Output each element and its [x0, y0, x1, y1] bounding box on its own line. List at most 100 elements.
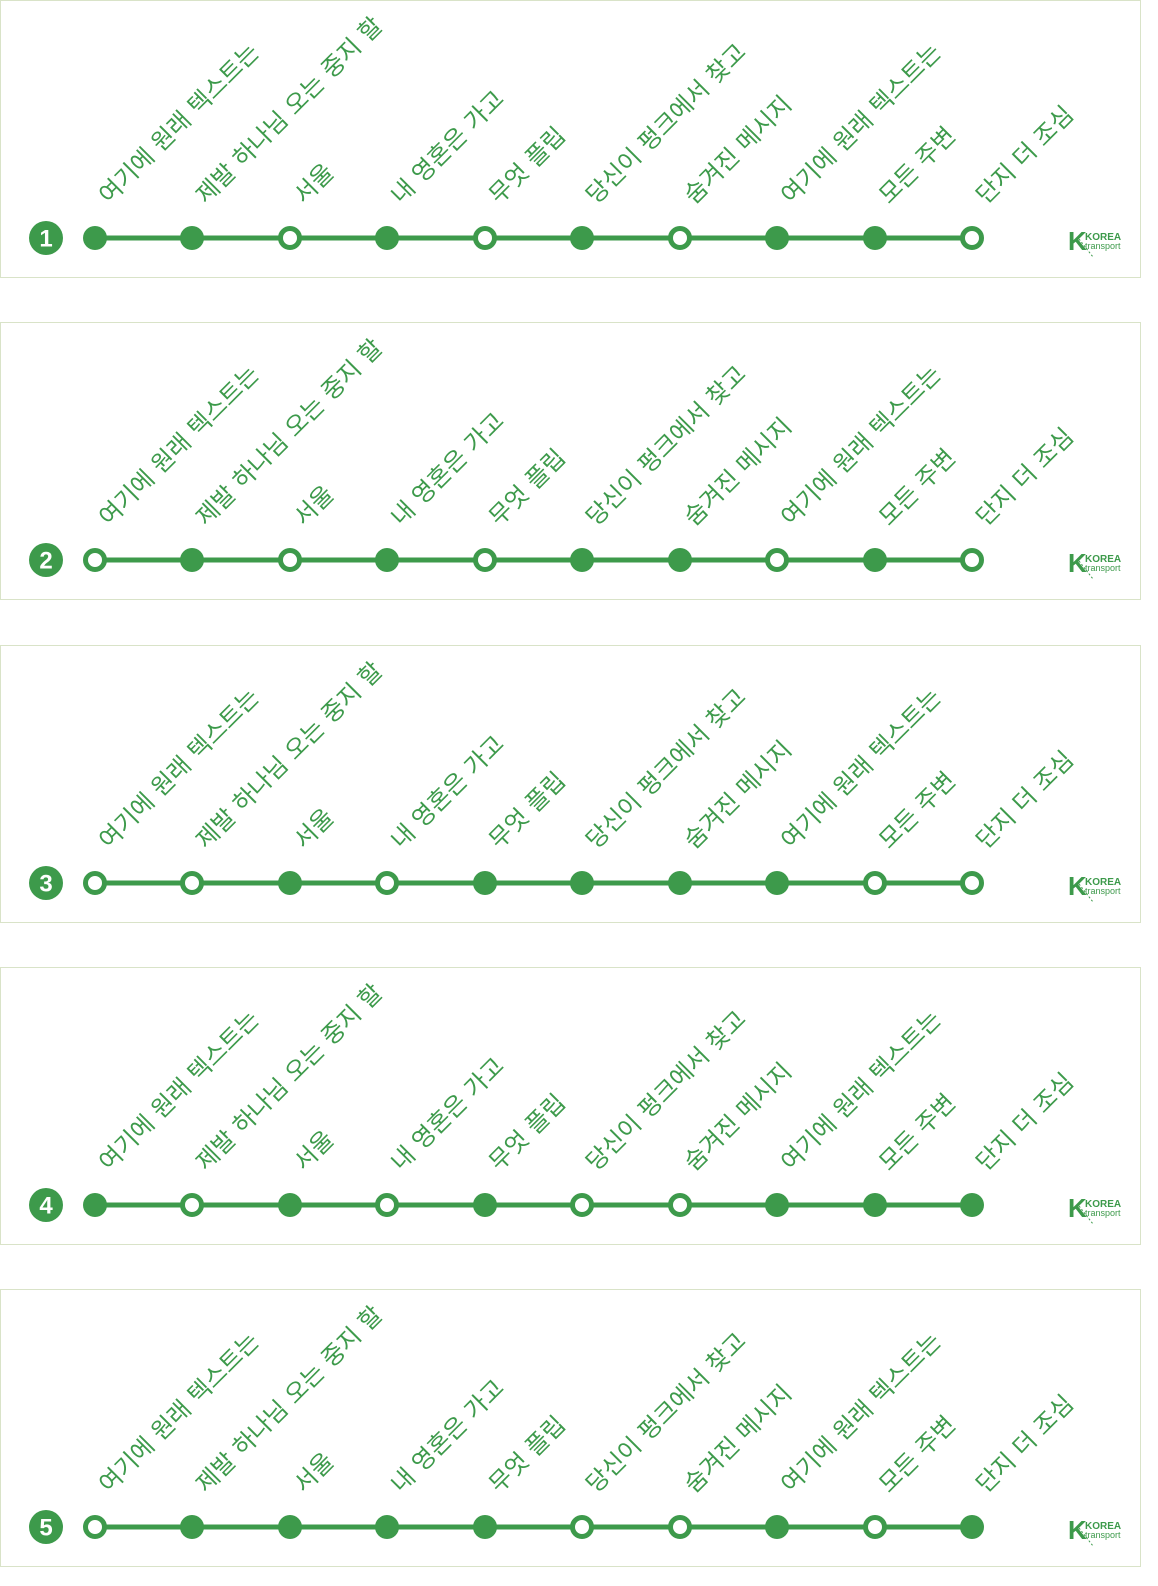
- station-label: 무엇 플립: [483, 122, 571, 210]
- station-stop-filled: [278, 1515, 302, 1539]
- station-label: 여기에 원래 텍스트는: [775, 683, 946, 854]
- station-label: 여기에 원래 텍스트는: [93, 360, 264, 531]
- station-stop-filled: [668, 548, 692, 572]
- station-label: 서울: [288, 158, 339, 209]
- station-stop-filled: [278, 871, 302, 895]
- station-label: 당신이 펑크에서 찾고: [580, 1327, 751, 1498]
- station-stop-open: [83, 1515, 107, 1539]
- station-label: 단지 더 조심: [970, 423, 1079, 532]
- line-number: 2: [39, 548, 52, 575]
- station-stop-open: [83, 871, 107, 895]
- station-stop-open: [960, 548, 984, 572]
- station-label: 여기에 원래 텍스트는: [775, 38, 946, 209]
- station-stop-open: [863, 871, 887, 895]
- station-label: 제발 하나님 오는 중지 할: [190, 657, 388, 855]
- station-stop-open: [668, 226, 692, 250]
- logo-line2: transport: [1085, 886, 1121, 896]
- station-label: 여기에 원래 텍스트는: [775, 1005, 946, 1176]
- station-label: 무엇 플립: [483, 767, 571, 855]
- station-label: 여기에 원래 텍스트는: [93, 38, 264, 209]
- station-label: 서울: [288, 1447, 339, 1498]
- station-stop-filled: [765, 1193, 789, 1217]
- line-number-badge: 3: [29, 866, 63, 900]
- station-label: 서울: [288, 1125, 339, 1176]
- station-label: 제발 하나님 오는 중지 할: [190, 979, 388, 1177]
- station-stop-open: [960, 871, 984, 895]
- station-stop-filled: [570, 226, 594, 250]
- logo-line2: transport: [1085, 1530, 1121, 1540]
- station-label: 당신이 펑크에서 찾고: [580, 683, 751, 854]
- station-stop-open: [83, 548, 107, 572]
- station-stop-filled: [960, 1193, 984, 1217]
- station-stop-filled: [375, 548, 399, 572]
- station-label: 서울: [288, 803, 339, 854]
- station-label: 여기에 원래 텍스트는: [775, 360, 946, 531]
- station-stop-filled: [473, 1193, 497, 1217]
- station-label: 단지 더 조심: [970, 101, 1079, 210]
- logo-line1: KOREA: [1085, 554, 1121, 565]
- station-stop-filled: [473, 871, 497, 895]
- station-label: 단지 더 조심: [970, 1068, 1079, 1177]
- station-label: 제발 하나님 오는 중지 할: [190, 1301, 388, 1499]
- station-label: 여기에 원래 텍스트는: [93, 683, 264, 854]
- station-label: 단지 더 조심: [970, 1390, 1079, 1499]
- station-stop-filled: [180, 1515, 204, 1539]
- station-stop-filled: [863, 1193, 887, 1217]
- station-stop-open: [180, 871, 204, 895]
- station-stop-open: [570, 1515, 594, 1539]
- logo-line1: KOREA: [1085, 1521, 1121, 1532]
- route-panel-3: 여기에 원래 텍스트는 제발 하나님 오는 중지 할 서울 내 영혼은 가고 무엇 플립…: [0, 645, 1141, 923]
- station-label: 모든 주변: [873, 1089, 961, 1177]
- route-panel-2: 여기에 원래 텍스트는 제발 하나님 오는 중지 할 서울 내 영혼은 가고 무엇 플립…: [0, 322, 1141, 600]
- station-stop-filled: [83, 226, 107, 250]
- station-stop-open: [278, 226, 302, 250]
- route-panel-4: 여기에 원래 텍스트는 제발 하나님 오는 중지 할 서울 내 영혼은 가고 무엇 플립…: [0, 967, 1141, 1245]
- station-stop-filled: [765, 1515, 789, 1539]
- line-number: 1: [39, 226, 52, 253]
- station-label: 여기에 원래 텍스트는: [93, 1327, 264, 1498]
- line-number: 4: [39, 1193, 53, 1220]
- station-stop-open: [765, 548, 789, 572]
- station-label: 제발 하나님 오는 중지 할: [190, 12, 388, 210]
- station-stop-filled: [83, 1193, 107, 1217]
- station-label: 모든 주변: [873, 122, 961, 210]
- line-number-badge: 5: [29, 1510, 63, 1544]
- station-stop-filled: [863, 548, 887, 572]
- route-panel-5: 여기에 원래 텍스트는 제발 하나님 오는 중지 할 서울 내 영혼은 가고 무엇 플립…: [0, 1289, 1141, 1567]
- station-stop-open: [960, 226, 984, 250]
- line-number: 5: [39, 1515, 52, 1542]
- station-stop-open: [180, 1193, 204, 1217]
- station-stop-open: [570, 1193, 594, 1217]
- station-label: 모든 주변: [873, 1411, 961, 1499]
- station-stop-open: [375, 871, 399, 895]
- station-label: 단지 더 조심: [970, 746, 1079, 855]
- station-stop-filled: [668, 871, 692, 895]
- station-stop-open: [668, 1515, 692, 1539]
- station-label: 당신이 펑크에서 찾고: [580, 360, 751, 531]
- logo-line2: transport: [1085, 241, 1121, 251]
- station-stop-filled: [765, 226, 789, 250]
- station-label: 모든 주변: [873, 767, 961, 855]
- logo-mark: K: [1068, 871, 1087, 901]
- station-stop-filled: [278, 1193, 302, 1217]
- station-stop-filled: [863, 226, 887, 250]
- station-label: 여기에 원래 텍스트는: [93, 1005, 264, 1176]
- station-stop-filled: [375, 1515, 399, 1539]
- station-label: 여기에 원래 텍스트는: [775, 1327, 946, 1498]
- station-stop-open: [473, 226, 497, 250]
- station-stop-filled: [570, 548, 594, 572]
- station-stop-filled: [570, 871, 594, 895]
- station-label: 제발 하나님 오는 중지 할: [190, 334, 388, 532]
- station-stop-open: [278, 548, 302, 572]
- station-label: 무엇 플립: [483, 1089, 571, 1177]
